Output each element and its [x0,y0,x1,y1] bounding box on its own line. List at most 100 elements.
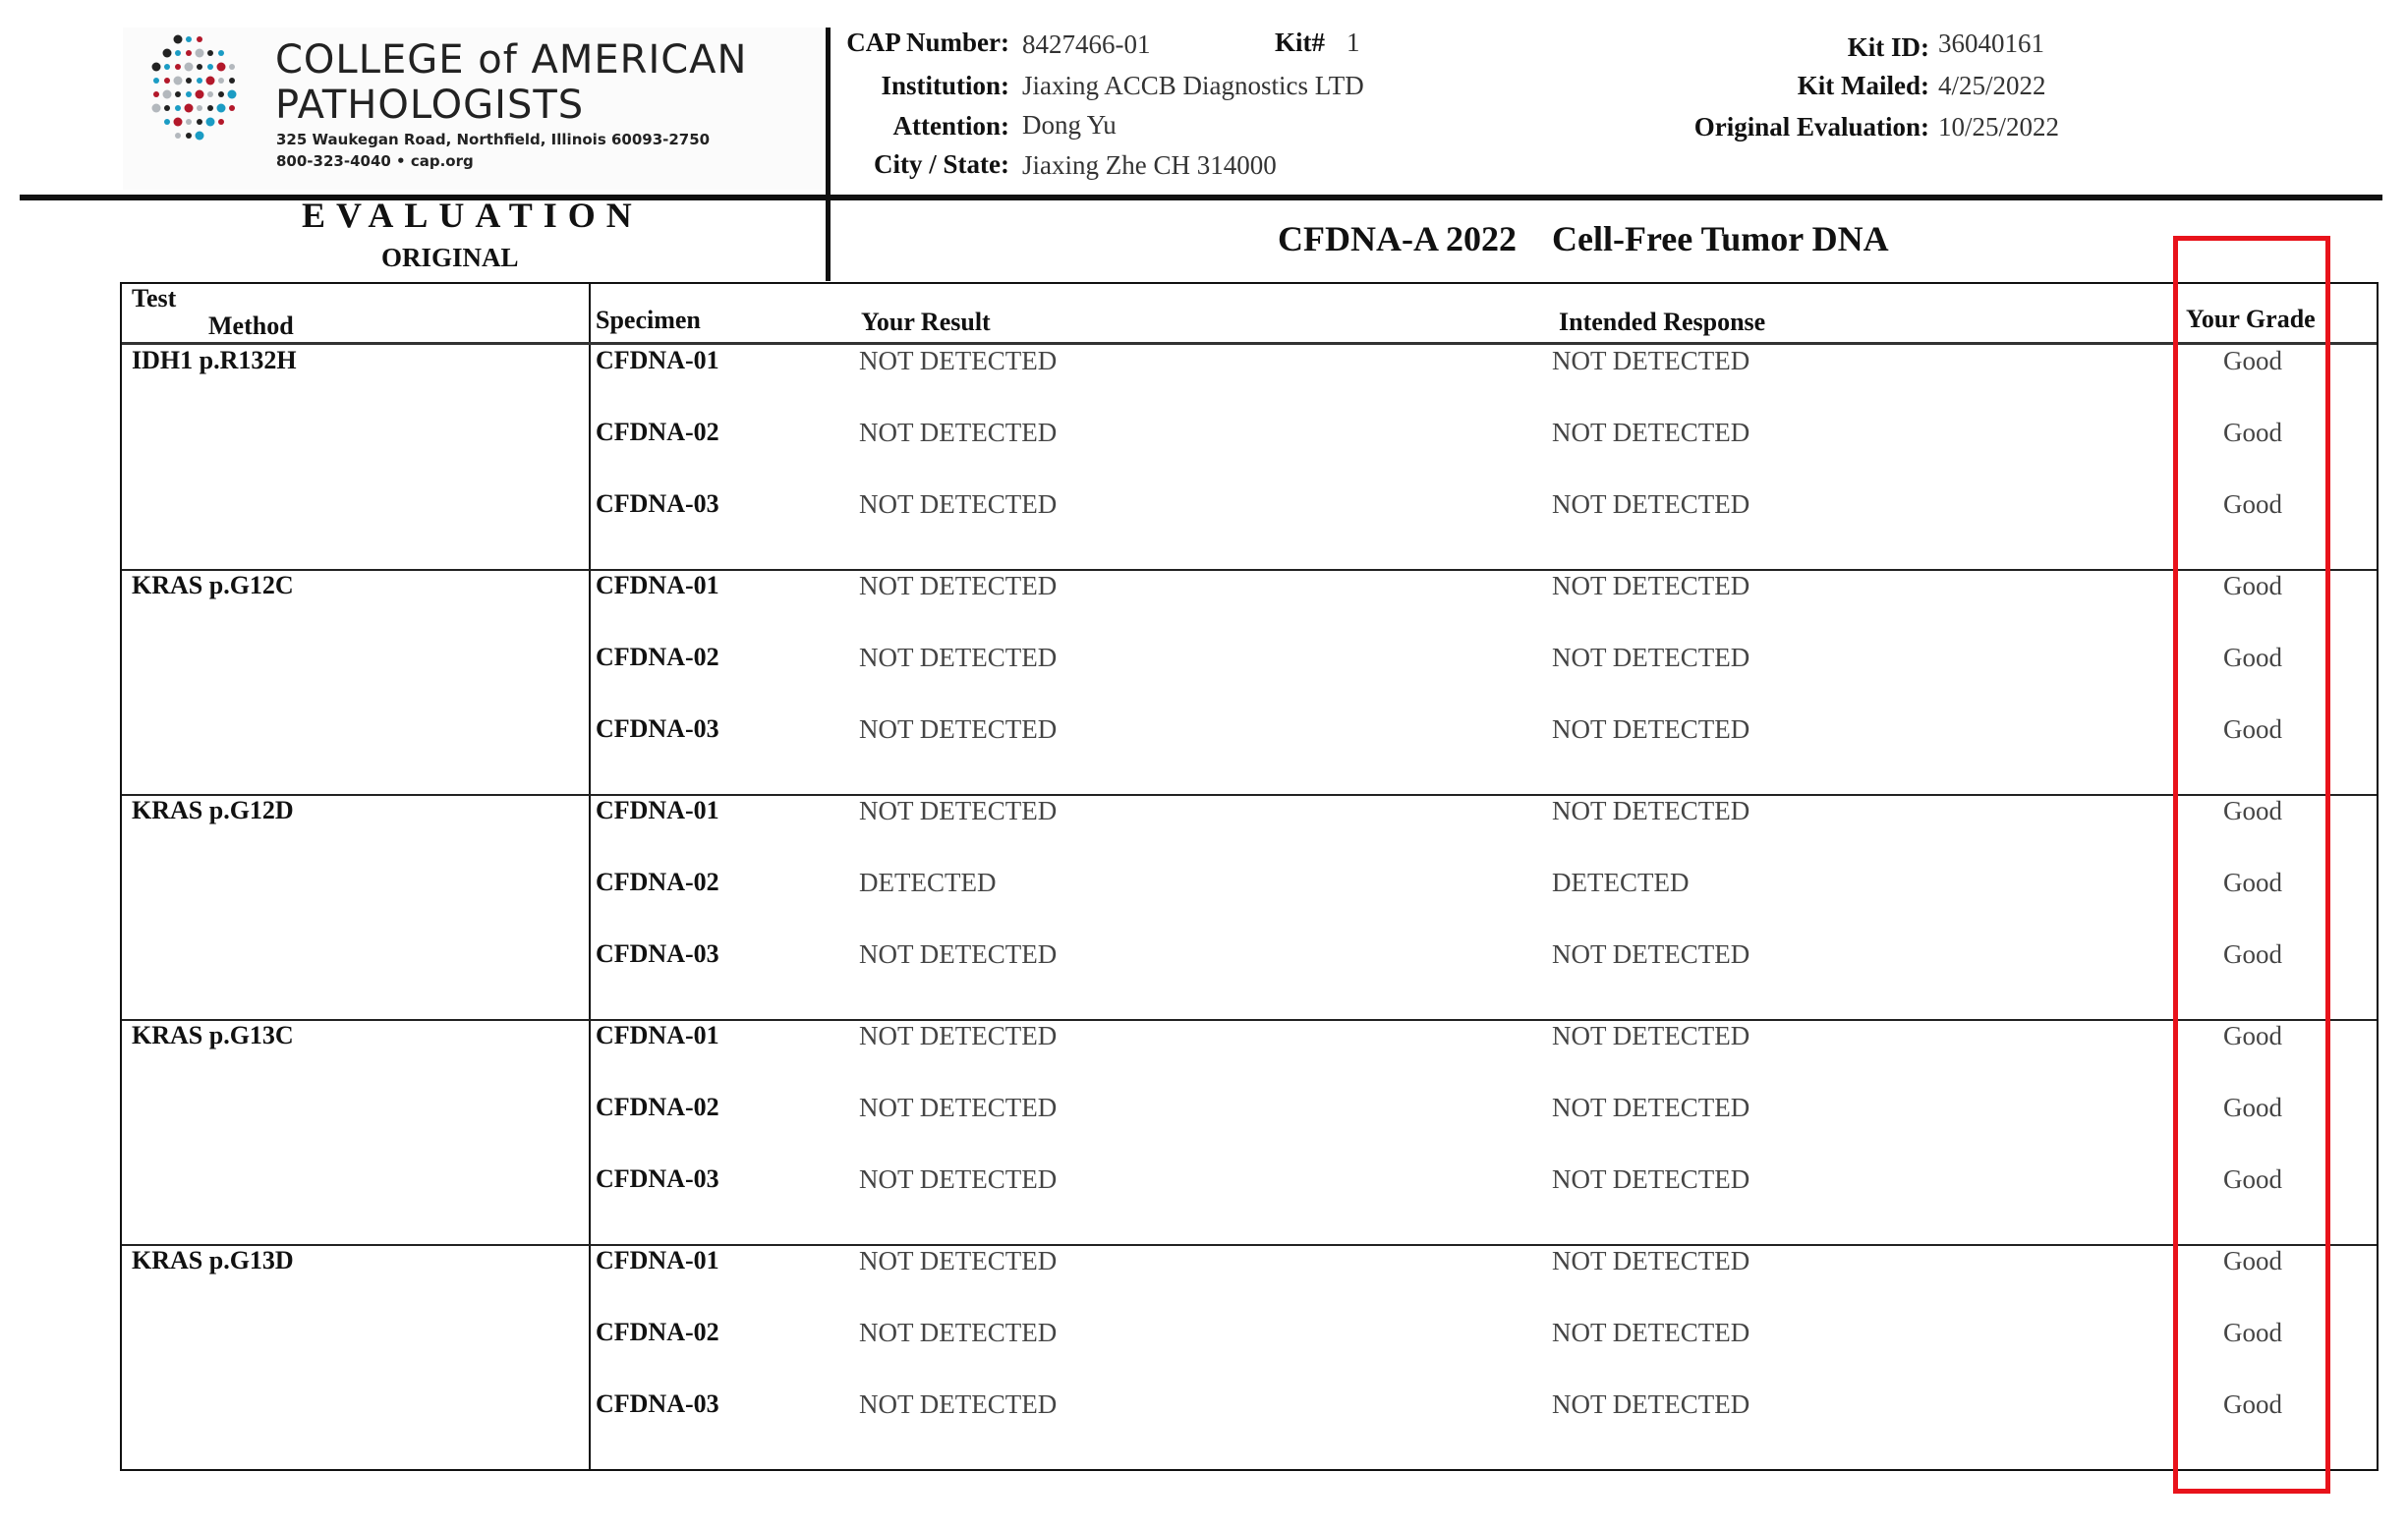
institution-label: Institution: [881,71,1009,100]
specimen: CFDNA-01 [596,346,719,374]
table-row: CFDNA-01 NOT DETECTED NOT DETECTED Good [122,1246,2377,1285]
attention: Dong Yu [1022,110,1117,140]
evaluation-subtitle: ORIGINAL [381,243,519,272]
cap-logo-icon [151,34,237,141]
kit-number: 1 [1347,28,1360,57]
intended-response: NOT DETECTED [1552,1164,1750,1194]
your-grade: Good [2223,418,2282,447]
kit-label: Kit# [1275,28,1325,57]
table-row: CFDNA-03 NOT DETECTED NOT DETECTED Good [122,1389,2377,1429]
your-grade: Good [2223,346,2282,375]
your-result: NOT DETECTED [859,571,1058,600]
specimen: CFDNA-02 [596,418,719,446]
your-grade: Good [2223,1164,2282,1194]
header-rule [20,195,2382,200]
results-table: Test Method Specimen Your Result Intende… [120,282,2379,1471]
intended-response: NOT DETECTED [1552,796,1750,825]
header-your-result: Your Result [861,308,991,336]
your-result: NOT DETECTED [859,796,1058,825]
table-row: CFDNA-01 NOT DETECTED NOT DETECTED Good [122,1021,2377,1060]
org-address: 325 Waukegan Road, Northfield, Illinois … [276,131,711,148]
specimen: CFDNA-02 [596,868,719,896]
header-test: Test [132,284,177,312]
your-result: NOT DETECTED [859,1246,1058,1275]
specimen: CFDNA-01 [596,571,719,599]
kit-id: 36040161 [1938,28,2044,58]
table-row: CFDNA-02 NOT DETECTED NOT DETECTED Good [122,1318,2377,1357]
your-result: NOT DETECTED [859,939,1058,969]
table-row: CFDNA-03 NOT DETECTED NOT DETECTED Good [122,939,2377,979]
your-result: NOT DETECTED [859,1164,1058,1194]
cap-number-label: CAP Number: [846,28,1009,57]
intended-response: NOT DETECTED [1552,489,1750,519]
your-grade: Good [2223,796,2282,825]
header-rule [122,342,2377,345]
your-grade: Good [2223,868,2282,897]
test-group: KRAS p.G13C CFDNA-01 NOT DETECTED NOT DE… [122,1019,2377,1245]
your-grade: Good [2223,714,2282,744]
test-method: KRAS p.G12C [132,571,294,599]
specimen: CFDNA-01 [596,796,719,824]
kit-id-label: Kit ID: [1847,32,1929,62]
table-row: CFDNA-02 NOT DETECTED NOT DETECTED Good [122,643,2377,682]
intended-response: DETECTED [1552,868,1690,897]
your-grade: Good [2223,643,2282,672]
specimen: CFDNA-03 [596,1389,719,1418]
group-divider [122,1019,2377,1021]
intended-response: NOT DETECTED [1552,714,1750,744]
test-method: KRAS p.G13C [132,1021,294,1049]
your-grade: Good [2223,1021,2282,1050]
your-result: NOT DETECTED [859,489,1058,519]
table-row: CFDNA-02 NOT DETECTED NOT DETECTED Good [122,418,2377,457]
test-group: KRAS p.G13D CFDNA-01 NOT DETECTED NOT DE… [122,1244,2377,1470]
specimen: CFDNA-01 [596,1246,719,1274]
logo-area [123,28,823,190]
specimen: CFDNA-03 [596,1164,719,1193]
table-row: CFDNA-03 NOT DETECTED NOT DETECTED Good [122,1164,2377,1204]
test-method: KRAS p.G13D [132,1246,294,1274]
table-row: CFDNA-01 NOT DETECTED NOT DETECTED Good [122,346,2377,385]
your-grade: Good [2223,489,2282,519]
test-method: KRAS p.G12D [132,796,294,824]
intended-response: NOT DETECTED [1552,571,1750,600]
your-result: NOT DETECTED [859,714,1058,744]
your-result: NOT DETECTED [859,346,1058,375]
header-specimen: Specimen [596,306,701,334]
your-grade: Good [2223,1246,2282,1275]
table-row: CFDNA-03 NOT DETECTED NOT DETECTED Good [122,714,2377,754]
intended-response: NOT DETECTED [1552,1318,1750,1347]
intended-response: NOT DETECTED [1552,1093,1750,1122]
intended-response: NOT DETECTED [1552,643,1750,672]
group-divider [122,569,2377,571]
grade-highlight-box [2173,236,2330,1494]
header-your-grade: Your Grade [2186,305,2316,333]
test-method: IDH1 p.R132H [132,346,297,374]
specimen: CFDNA-03 [596,714,719,743]
your-grade: Good [2223,1093,2282,1122]
your-result: NOT DETECTED [859,1093,1058,1122]
attention-label: Attention: [892,111,1009,141]
your-result: NOT DETECTED [859,1021,1058,1050]
table-row: CFDNA-02 NOT DETECTED NOT DETECTED Good [122,1093,2377,1132]
your-grade: Good [2223,1318,2282,1347]
specimen: CFDNA-02 [596,643,719,671]
table-row: CFDNA-02 DETECTED DETECTED Good [122,868,2377,907]
your-grade: Good [2223,571,2282,600]
specimen: CFDNA-02 [596,1318,719,1346]
specimen: CFDNA-03 [596,489,719,518]
your-result: NOT DETECTED [859,418,1058,447]
intended-response: NOT DETECTED [1552,1021,1750,1050]
org-name-line1: COLLEGE of AMERICAN [275,37,748,83]
intended-response: NOT DETECTED [1552,1246,1750,1275]
table-row: CFDNA-01 NOT DETECTED NOT DETECTED Good [122,571,2377,610]
your-result: NOT DETECTED [859,643,1058,672]
intended-response: NOT DETECTED [1552,939,1750,969]
your-result: DETECTED [859,868,997,897]
intended-response: NOT DETECTED [1552,346,1750,375]
kit-mailed: 4/25/2022 [1938,71,2046,100]
org-name-line2: PATHOLOGISTS [275,83,585,128]
original-evaluation-label: Original Evaluation: [1693,112,1929,142]
evaluation-title: EVALUATION [302,196,643,235]
your-grade: Good [2223,939,2282,969]
city-label: City / State: [874,149,1009,179]
